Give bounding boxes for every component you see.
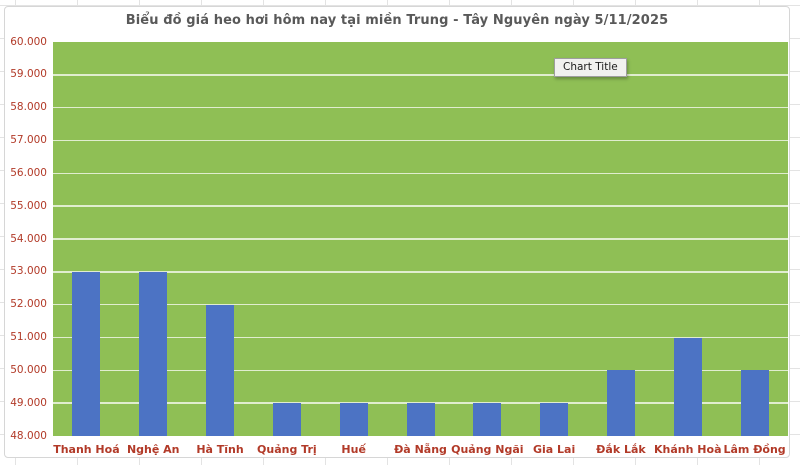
plot-area[interactable] bbox=[53, 42, 788, 437]
x-tick-label: Gia Lai bbox=[532, 443, 576, 456]
gridline bbox=[53, 106, 788, 109]
y-tick-label: 56.000 bbox=[10, 166, 47, 179]
bar[interactable] bbox=[606, 370, 635, 436]
chart-title-tooltip: Chart Title bbox=[554, 58, 627, 77]
x-tick-label: Hà Tĩnh bbox=[196, 443, 244, 456]
x-tick-label: Quảng Ngãi bbox=[451, 443, 524, 456]
y-tick-label: 58.000 bbox=[10, 101, 47, 114]
bar[interactable] bbox=[673, 337, 702, 436]
bar[interactable] bbox=[206, 304, 235, 436]
gridline bbox=[53, 139, 788, 142]
y-tick-label: 54.000 bbox=[10, 232, 47, 245]
y-tick-label: 53.000 bbox=[10, 265, 47, 278]
x-tick-label: Đà Nẵng bbox=[394, 443, 447, 456]
bar[interactable] bbox=[139, 271, 168, 436]
bar[interactable] bbox=[540, 403, 569, 436]
y-tick-label: 60.000 bbox=[10, 35, 47, 48]
bar[interactable] bbox=[339, 403, 368, 436]
gridline bbox=[53, 205, 788, 207]
x-tick-label: Thanh Hoá bbox=[53, 443, 120, 456]
bar[interactable] bbox=[406, 403, 435, 436]
y-tick-label: 57.000 bbox=[10, 134, 47, 146]
gridline bbox=[53, 238, 788, 240]
x-axis-line bbox=[53, 435, 788, 437]
gridline bbox=[53, 74, 788, 76]
x-tick-label: Nghệ An bbox=[126, 443, 180, 456]
y-tick-label: 59.000 bbox=[10, 68, 47, 81]
bar[interactable] bbox=[740, 370, 769, 436]
y-tick-label: 50.000 bbox=[10, 363, 47, 376]
gridline bbox=[53, 172, 788, 175]
chart-title[interactable]: Biểu đồ giá heo hơi hôm nay tại miền Tru… bbox=[125, 13, 669, 28]
y-tick-label: 51.000 bbox=[10, 331, 47, 343]
x-tick-label: Khánh Hoà bbox=[654, 443, 722, 456]
x-tick-label: Huế bbox=[341, 443, 366, 456]
x-tick-label: Quảng Trị bbox=[257, 443, 317, 456]
y-tick-label: 55.000 bbox=[10, 199, 47, 212]
bar[interactable] bbox=[473, 403, 502, 436]
bar[interactable] bbox=[272, 403, 301, 436]
bar[interactable] bbox=[72, 271, 101, 436]
y-tick-label: 49.000 bbox=[10, 396, 47, 409]
y-tick-label: 48.000 bbox=[10, 429, 47, 442]
y-tick-label: 52.000 bbox=[10, 298, 47, 311]
x-tick-label: Lâm Đồng bbox=[723, 443, 786, 456]
chart-object[interactable]: Biểu đồ giá heo hơi hôm nay tại miền Tru… bbox=[4, 6, 790, 458]
x-tick-label: Đắk Lắk bbox=[596, 443, 646, 456]
